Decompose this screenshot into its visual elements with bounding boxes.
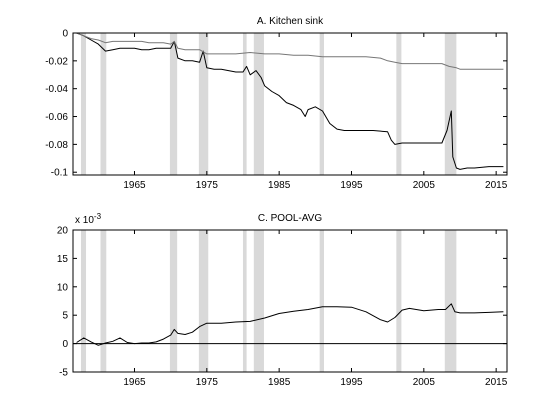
y-tick-label: 0 — [62, 339, 68, 350]
recession-band-4 — [198, 33, 209, 175]
x-tick-label: 2015 — [485, 180, 508, 191]
recession-band-8 — [396, 33, 402, 175]
recession-band-7 — [319, 230, 324, 372]
recession-band-2 — [100, 33, 107, 175]
chart-title: A. Kitchen sink — [257, 16, 324, 27]
recession-band-6 — [253, 230, 264, 372]
scale-factor-exponent: -3 — [94, 212, 102, 221]
recession-band-3 — [169, 33, 178, 175]
x-tick-label: 1975 — [196, 180, 219, 191]
series-line-1 — [76, 303, 504, 346]
y-tick-label: -0.08 — [45, 140, 68, 151]
recession-band-6 — [253, 33, 264, 175]
scale-factor-label: x 10-3 — [75, 212, 102, 226]
series-line-1 — [76, 32, 504, 170]
recession-band-9 — [444, 33, 457, 175]
recession-band-5 — [242, 230, 247, 372]
y-tick-label: -0.1 — [51, 168, 69, 179]
recession-band-8 — [396, 230, 402, 372]
series-line-2 — [76, 32, 504, 70]
recession-band-4 — [198, 230, 209, 372]
y-tick-label: -5 — [59, 368, 68, 379]
x-tick-label: 1985 — [268, 377, 291, 388]
chart-title: C. POOL-AVG — [258, 213, 322, 224]
recession-band-2 — [100, 230, 107, 372]
x-tick-label: 1995 — [340, 377, 363, 388]
x-tick-label: 2005 — [413, 180, 436, 191]
x-tick-label: 1965 — [123, 180, 146, 191]
y-tick-label: -0.06 — [45, 112, 68, 123]
x-tick-label: 2015 — [485, 377, 508, 388]
recession-band-1 — [80, 230, 87, 372]
plot-frame — [72, 32, 508, 176]
recession-band-7 — [319, 33, 324, 175]
y-tick-label: 10 — [57, 282, 69, 293]
y-tick-label: 0 — [62, 29, 68, 40]
recession-band-3 — [169, 230, 178, 372]
chart-panel-1: 1965 1975 1985 1995 2005 2015 0 -0.02 -0.04 -0.06… — [45, 16, 508, 191]
x-tick-label: 1985 — [268, 180, 291, 191]
y-tick-label: 15 — [57, 254, 69, 265]
y-tick-label: 5 — [62, 311, 68, 322]
plot-frame — [72, 229, 508, 373]
x-tick-label: 2005 — [413, 377, 436, 388]
x-tick-label: 1995 — [340, 180, 363, 191]
x-tick-label: 1965 — [123, 377, 146, 388]
recession-band-9 — [444, 230, 457, 372]
x-tick-label: 1975 — [196, 377, 219, 388]
recession-band-5 — [242, 33, 247, 175]
y-tick-label: -0.04 — [45, 84, 68, 95]
y-tick-label: 20 — [57, 226, 69, 237]
recession-band-1 — [80, 33, 87, 175]
y-tick-label: -0.02 — [45, 56, 68, 67]
